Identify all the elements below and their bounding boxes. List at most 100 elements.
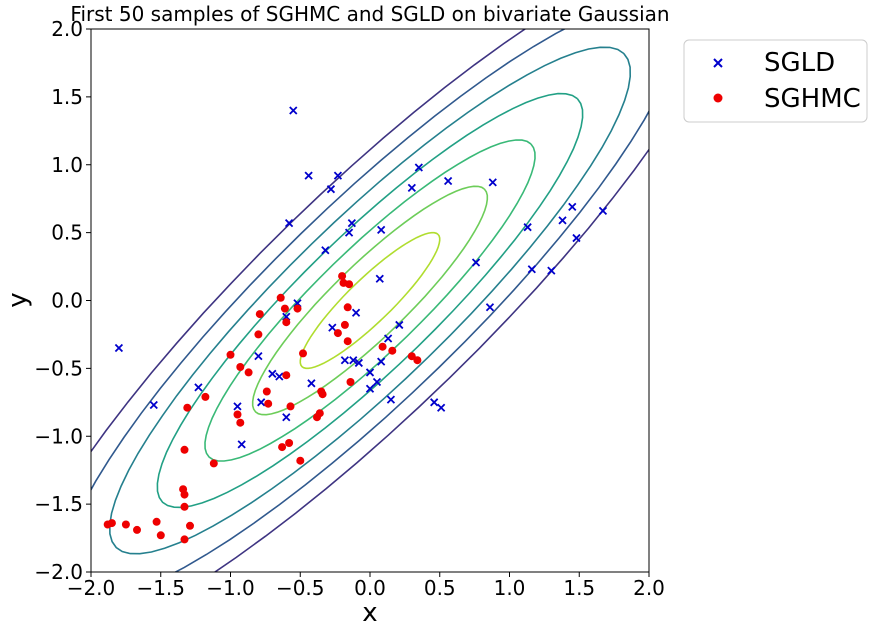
legend-frame: [683, 39, 868, 123]
sgld-point: [365, 384, 375, 393]
contour-line: [156, 92, 584, 509]
sgld-point: [237, 440, 246, 449]
density-contours: [91, 29, 649, 572]
sgld-point: [349, 356, 358, 365]
x-tick-label: 1.5: [563, 576, 595, 600]
x-axis-label: x: [362, 598, 377, 628]
y-axis-label: y: [3, 292, 33, 307]
sghmc-point: [276, 293, 285, 302]
sghmc-point: [407, 352, 416, 361]
contour-line: [91, 29, 649, 572]
sgld-point: [443, 176, 453, 186]
contour-line: [108, 46, 632, 555]
sgld-point: [351, 308, 361, 317]
sgld-point: [254, 352, 263, 361]
sghmc-point: [180, 535, 189, 544]
y-tick-label: 0.5: [51, 221, 83, 245]
chart-title: First 50 samples of SGHMC and SGLD on bi…: [70, 2, 669, 26]
y-tick-label: −1.5: [34, 492, 83, 516]
sgld-point: [488, 178, 497, 187]
x-tick-label: 0.0: [354, 576, 386, 600]
sghmc-point: [318, 390, 327, 399]
legend-label-sgld: SGLD: [764, 48, 835, 78]
sghmc-point: [285, 439, 294, 447]
y-tick-label: −0.5: [34, 356, 83, 380]
sgld-point: [257, 398, 266, 407]
sghmc-point: [107, 519, 116, 528]
sghmc-point: [233, 410, 242, 419]
sgld-point: [372, 377, 382, 387]
sgld-point: [326, 185, 336, 194]
sghmc-point: [282, 318, 291, 327]
sgld-point: [304, 171, 313, 180]
sgld-point: [375, 274, 384, 283]
sgld-point: [568, 202, 577, 211]
y-tick-label: 0.0: [51, 289, 83, 313]
sgld-point: [598, 206, 608, 216]
y-tick-label: 1.5: [51, 85, 83, 109]
sghmc-point: [236, 418, 245, 427]
sghmc-point: [186, 521, 194, 530]
contour-line: [299, 231, 441, 370]
sgld-point: [414, 163, 423, 172]
sghmc-point: [343, 303, 352, 312]
sgld-point: [347, 218, 357, 228]
sghmc-point: [378, 342, 387, 351]
sgld-point: [289, 106, 298, 115]
sghmc-points: [103, 272, 422, 544]
sgld-point: [547, 266, 556, 275]
sgld-point: [114, 343, 124, 353]
sgld-point: [340, 356, 350, 365]
sghmc-point: [201, 392, 210, 401]
sghmc-point: [133, 525, 141, 534]
sghmc-point: [278, 443, 287, 452]
sghmc-point: [255, 310, 264, 319]
sgld-point: [282, 413, 291, 422]
sgld-point: [377, 225, 386, 235]
sghmc-point: [282, 371, 291, 380]
sgld-point: [471, 258, 481, 267]
sghmc-point: [180, 445, 189, 454]
x-tick-label: 0.5: [424, 576, 456, 600]
sghmc-point: [156, 531, 165, 540]
sgld-point: [572, 233, 581, 243]
contour-line: [204, 139, 536, 462]
y-tick-label: 2.0: [51, 17, 83, 41]
sghmc-point: [183, 403, 192, 412]
x-tick-label: −2.0: [67, 576, 116, 600]
contour-line: [91, 29, 649, 572]
x-tick-label: −0.5: [276, 576, 325, 600]
sghmc-point: [299, 349, 307, 358]
legend-marker-sghmc: [713, 93, 723, 103]
sgld-point: [523, 223, 532, 232]
sghmc-point: [152, 517, 161, 526]
sgld-point: [284, 218, 294, 228]
sghmc-point: [296, 456, 305, 465]
contour-line: [251, 185, 489, 416]
legend-marker-sgld: [713, 58, 723, 68]
x-axis: −2.0 −1.5 −1.0 −0.5 0.0 0.5 1.0 1.5 2.0: [67, 572, 665, 600]
sghmc-point: [280, 304, 289, 313]
sgld-point: [386, 395, 396, 404]
sgld-point: [149, 400, 158, 410]
sgld-point: [377, 357, 386, 366]
sgld-point: [268, 369, 277, 378]
sghmc-point: [262, 387, 271, 396]
sgld-point: [558, 216, 567, 225]
sgld-point: [321, 246, 330, 255]
sghmc-point: [346, 378, 355, 386]
sghmc-point: [254, 330, 263, 339]
x-tick-label: 2.0: [633, 576, 665, 600]
y-tick-label: −2.0: [34, 560, 83, 584]
sghmc-point: [343, 337, 352, 346]
sghmc-point: [340, 320, 349, 329]
sgld-point: [333, 171, 343, 180]
sgld-point: [354, 358, 363, 368]
sgld-point: [527, 265, 536, 274]
sgld-point: [328, 323, 337, 332]
sgld-point: [194, 383, 203, 392]
sgld-point: [485, 303, 495, 312]
sgld-point: [407, 183, 416, 192]
sgld-points: [114, 106, 608, 449]
